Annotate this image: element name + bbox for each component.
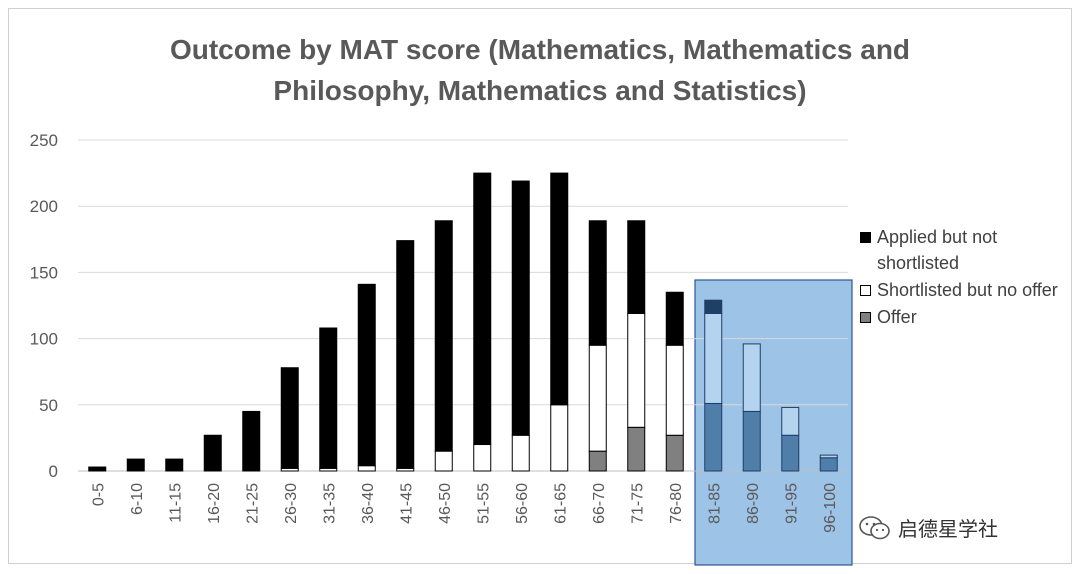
bar-shortlisted-but-no-offer-46-50 [434, 450, 453, 472]
bar-applied-but-not-shortlisted-6-10 [126, 458, 145, 472]
x-tick-label-6-10: 6-10 [129, 483, 146, 515]
x-tick-label-66-70: 66-70 [591, 483, 608, 524]
bar-shortlisted-but-no-offer-51-55 [473, 444, 492, 472]
bar-applied-but-not-shortlisted-31-35 [319, 327, 338, 469]
bar-applied-but-not-shortlisted-76-80 [665, 291, 684, 346]
wechat-icon [859, 515, 890, 539]
bar-shortlisted-but-no-offer-56-60 [511, 434, 530, 472]
x-tick-label-51-55: 51-55 [475, 483, 492, 524]
legend: Applied but not shortlisted Shortlisted … [860, 224, 1067, 331]
y-tick-label: 50 [39, 396, 58, 415]
x-tick-label-71-75: 71-75 [629, 483, 646, 524]
bar-offer-96-100 [819, 457, 838, 472]
bar-shortlisted-but-no-offer-36-40 [357, 465, 376, 472]
bar-applied-but-not-shortlisted-66-70 [588, 220, 607, 346]
legend-item-applied: Applied but not shortlisted [860, 224, 1067, 276]
bar-shortlisted-but-no-offer-91-95 [781, 406, 800, 436]
bar-offer-81-85 [704, 402, 723, 472]
y-tick-label: 0 [49, 462, 58, 481]
x-tick-label-46-50: 46-50 [437, 483, 454, 524]
bar-applied-but-not-shortlisted-11-15 [165, 458, 184, 472]
bar-shortlisted-but-no-offer-71-75 [627, 312, 646, 428]
bar-offer-86-90 [742, 410, 761, 472]
legend-label-shortlisted: Shortlisted but no offer [877, 280, 1058, 300]
bar-applied-but-not-shortlisted-21-25 [242, 410, 261, 472]
x-tick-label-91-95: 91-95 [783, 483, 800, 524]
bar-offer-76-80 [665, 434, 684, 472]
y-tick-label: 150 [30, 263, 58, 282]
x-tick-label-16-20: 16-20 [206, 483, 223, 524]
bar-applied-but-not-shortlisted-61-65 [550, 172, 569, 406]
bar-applied-but-not-shortlisted-0-5 [88, 466, 107, 472]
x-tick-label-41-45: 41-45 [398, 483, 415, 524]
x-tick-label-96-100: 96-100 [822, 483, 839, 533]
chart-title-line-2: Philosophy, Mathematics and Statistics) [273, 75, 807, 106]
bar-offer-71-75 [627, 426, 646, 472]
bar-shortlisted-but-no-offer-76-80 [665, 344, 684, 436]
bar-offer-91-95 [781, 434, 800, 472]
legend-item-offer: Offer [860, 304, 1067, 330]
x-tick-label-86-90: 86-90 [745, 483, 762, 524]
bar-applied-but-not-shortlisted-46-50 [434, 220, 453, 452]
bar-shortlisted-but-no-offer-81-85 [704, 312, 723, 404]
x-tick-label-56-60: 56-60 [514, 483, 531, 524]
x-tick-label-31-35: 31-35 [321, 483, 338, 524]
watermark-text: 启德星学社 [898, 519, 998, 541]
legend-item-shortlisted: Shortlisted but no offer [860, 277, 1067, 303]
legend-swatch-offer [860, 312, 871, 323]
x-tick-label-0-5: 0-5 [90, 483, 107, 506]
x-tick-label-36-40: 36-40 [360, 483, 377, 524]
x-tick-label-61-65: 61-65 [552, 483, 569, 524]
bar-applied-but-not-shortlisted-81-85 [704, 299, 723, 314]
bar-shortlisted-but-no-offer-66-70 [588, 344, 607, 452]
y-tick-label: 200 [30, 197, 58, 216]
bar-shortlisted-but-no-offer-96-100 [819, 454, 838, 459]
y-tick-label: 250 [30, 131, 58, 150]
bar-shortlisted-but-no-offer-61-65 [550, 404, 569, 472]
x-tick-label-26-30: 26-30 [283, 483, 300, 524]
bar-applied-but-not-shortlisted-56-60 [511, 180, 530, 436]
x-tick-label-21-25: 21-25 [244, 483, 261, 524]
x-tick-label-76-80: 76-80 [668, 483, 685, 524]
bar-applied-but-not-shortlisted-16-20 [203, 434, 222, 472]
y-tick-label: 100 [30, 330, 58, 349]
legend-swatch-applied [860, 232, 871, 243]
bar-offer-66-70 [588, 450, 607, 472]
legend-label-offer: Offer [877, 307, 917, 327]
bar-shortlisted-but-no-offer-86-90 [742, 343, 761, 412]
legend-swatch-shortlisted [860, 285, 871, 296]
x-tick-label-81-85: 81-85 [706, 483, 723, 524]
watermark: 启德星学社 [858, 513, 998, 542]
bar-applied-but-not-shortlisted-51-55 [473, 172, 492, 446]
bar-applied-but-not-shortlisted-36-40 [357, 283, 376, 467]
legend-label-applied: Applied but not shortlisted [877, 227, 998, 273]
x-tick-label-11-15: 11-15 [167, 483, 184, 523]
chart-title-line-1: Outcome by MAT score (Mathematics, Mathe… [169, 34, 911, 65]
bar-applied-but-not-shortlisted-26-30 [280, 367, 299, 469]
bar-applied-but-not-shortlisted-71-75 [627, 220, 646, 314]
bar-applied-but-not-shortlisted-41-45 [396, 240, 415, 469]
